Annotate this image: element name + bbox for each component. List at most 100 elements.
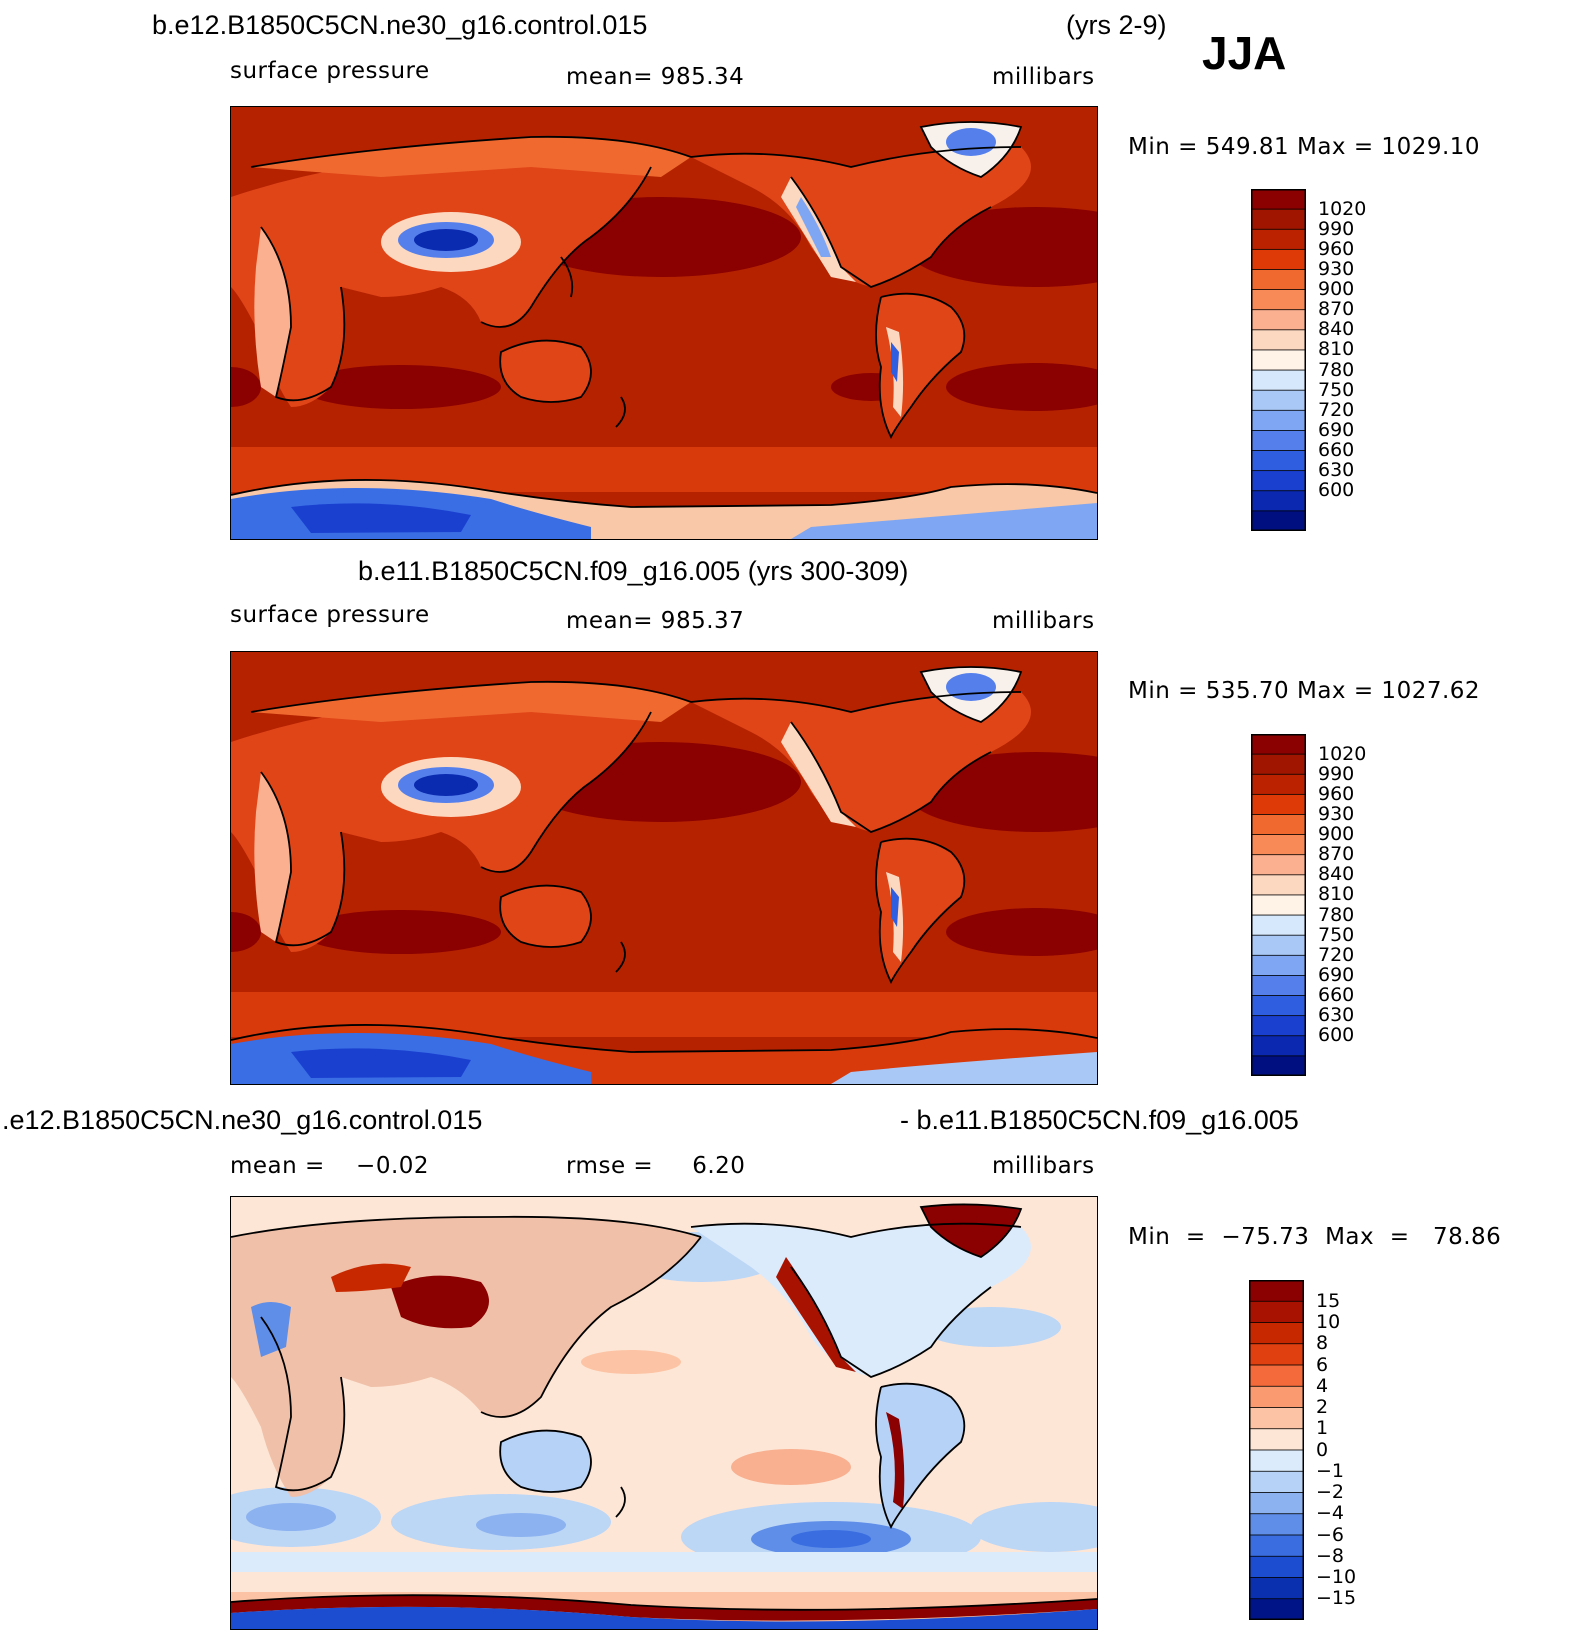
colorbar-swatch bbox=[1248, 1449, 1305, 1472]
colorbar-tick-label: 900 bbox=[1318, 823, 1355, 846]
colorbar-swatch bbox=[1250, 269, 1307, 291]
colorbar-swatch bbox=[1250, 490, 1307, 512]
colorbar-tick-label: 630 bbox=[1318, 1004, 1355, 1027]
panel3-mean-label: mean = −0.02 bbox=[230, 1153, 430, 1179]
colorbar-tick-label: 930 bbox=[1318, 802, 1355, 825]
colorbar-tick-label: 870 bbox=[1318, 298, 1355, 321]
colorbar-tick-label: 840 bbox=[1318, 318, 1355, 341]
colorbar-swatch bbox=[1250, 934, 1307, 956]
colorbar-tick-label: 10 bbox=[1316, 1311, 1341, 1333]
colorbar-swatch bbox=[1250, 733, 1307, 755]
panel1-units-label: millibars bbox=[992, 64, 1095, 90]
colorbar-tick-label: 720 bbox=[1318, 398, 1355, 421]
panel1-map bbox=[230, 106, 1098, 540]
colorbar-tick-label: 960 bbox=[1318, 782, 1355, 805]
colorbar-tick-label: 1 bbox=[1316, 1417, 1329, 1440]
colorbar-swatch bbox=[1250, 753, 1307, 775]
colorbar-tick-label: 690 bbox=[1318, 418, 1355, 441]
panel1-minmax: Min = 549.81 Max = 1029.10 bbox=[1128, 134, 1481, 160]
colorbar-tick-label: 660 bbox=[1318, 984, 1355, 1007]
panel2-colorbar bbox=[1250, 733, 1307, 1077]
colorbar-tick-label: −2 bbox=[1316, 1481, 1345, 1503]
colorbar-tick-label: 0 bbox=[1316, 1438, 1329, 1461]
colorbar-swatch bbox=[1250, 854, 1307, 876]
colorbar-tick-label: −6 bbox=[1316, 1523, 1345, 1546]
colorbar-swatch bbox=[1250, 430, 1307, 452]
colorbar-tick-label: 750 bbox=[1318, 378, 1355, 401]
colorbar-swatch bbox=[1250, 289, 1307, 311]
colorbar-swatch bbox=[1250, 975, 1307, 997]
colorbar-tick-label: −4 bbox=[1316, 1502, 1345, 1525]
colorbar-swatch bbox=[1250, 1035, 1307, 1057]
colorbar-swatch bbox=[1248, 1555, 1305, 1579]
colorbar-tick-label: 780 bbox=[1318, 358, 1355, 381]
colorbar-swatch bbox=[1250, 894, 1307, 916]
colorbar-swatch bbox=[1250, 914, 1307, 936]
colorbar-outline bbox=[1251, 189, 1306, 531]
colorbar-swatch bbox=[1250, 874, 1307, 896]
colorbar-swatch bbox=[1250, 369, 1307, 391]
panel2-units-label: millibars bbox=[992, 608, 1095, 634]
colorbar-tick-label: 960 bbox=[1318, 237, 1355, 260]
colorbar-tick-label: 990 bbox=[1318, 217, 1355, 240]
colorbar-outline bbox=[1251, 734, 1306, 1076]
colorbar-tick-label: 930 bbox=[1318, 257, 1355, 280]
colorbar-swatch bbox=[1248, 1470, 1305, 1494]
colorbar-swatch bbox=[1250, 329, 1307, 351]
colorbar-swatch bbox=[1248, 1385, 1305, 1409]
colorbar-tick-label: 870 bbox=[1318, 843, 1355, 866]
panel2-variable-label: surface pressure bbox=[230, 602, 430, 628]
colorbar-swatch bbox=[1250, 450, 1307, 472]
panel3-minmax: Min = −75.73 Max = 78.86 bbox=[1128, 1224, 1502, 1250]
colorbar-swatch bbox=[1250, 773, 1307, 796]
colorbar-swatch bbox=[1250, 228, 1307, 251]
colorbar-swatch bbox=[1248, 1279, 1305, 1302]
colorbar-swatch bbox=[1248, 1428, 1305, 1451]
colorbar-tick-label: −1 bbox=[1316, 1459, 1345, 1482]
panel3-colorbar bbox=[1248, 1279, 1305, 1621]
colorbar-tick-label: 6 bbox=[1316, 1353, 1329, 1376]
colorbar-swatch bbox=[1248, 1577, 1305, 1600]
colorbar-swatch bbox=[1250, 309, 1307, 331]
colorbar-swatch bbox=[1250, 793, 1307, 816]
colorbar-swatch bbox=[1250, 470, 1307, 492]
colorbar-tick-label: 4 bbox=[1316, 1374, 1329, 1397]
colorbar-tick-label: −15 bbox=[1316, 1587, 1357, 1610]
colorbar-outline bbox=[1249, 1280, 1304, 1620]
colorbar-tick-label: 840 bbox=[1318, 863, 1355, 886]
colorbar-swatch bbox=[1250, 349, 1307, 371]
colorbar-swatch bbox=[1250, 208, 1307, 230]
panel2-title: b.e11.B1850C5CN.f09_g16.005 (yrs 300-309… bbox=[358, 556, 909, 586]
colorbar-swatch bbox=[1250, 409, 1307, 432]
colorbar-tick-label: −8 bbox=[1316, 1544, 1345, 1567]
colorbar-swatch bbox=[1248, 1598, 1305, 1621]
colorbar-swatch bbox=[1248, 1534, 1305, 1557]
colorbar-tick-label: 720 bbox=[1318, 943, 1355, 966]
panel3-rmse-label: rmse = 6.20 bbox=[566, 1153, 746, 1179]
colorbar-tick-label: 600 bbox=[1318, 479, 1355, 502]
panel1-title: b.e12.B1850C5CN.ne30_g16.control.015 bbox=[152, 10, 648, 40]
panel3-units-label: millibars bbox=[992, 1153, 1095, 1179]
colorbar-tick-label: −10 bbox=[1316, 1566, 1357, 1588]
panel3-title-left: .e12.B1850C5CN.ne30_g16.control.015 bbox=[2, 1105, 483, 1135]
colorbar-swatch bbox=[1248, 1322, 1305, 1345]
colorbar-tick-label: 810 bbox=[1318, 883, 1355, 906]
colorbar-tick-label: 1020 bbox=[1318, 742, 1367, 765]
colorbar-swatch bbox=[1250, 248, 1307, 271]
colorbar-tick-label: 900 bbox=[1318, 278, 1355, 301]
colorbar-swatch bbox=[1250, 389, 1307, 411]
colorbar-tick-label: 1020 bbox=[1318, 197, 1367, 220]
colorbar-tick-label: 8 bbox=[1316, 1332, 1329, 1355]
colorbar-tick-label: 2 bbox=[1316, 1396, 1329, 1418]
colorbar-tick-label: 990 bbox=[1318, 762, 1355, 785]
colorbar-swatch bbox=[1248, 1300, 1305, 1324]
season-label: JJA bbox=[1202, 27, 1287, 79]
panel2-minmax: Min = 535.70 Max = 1027.62 bbox=[1128, 678, 1481, 704]
colorbar-tick-label: 780 bbox=[1318, 903, 1355, 926]
colorbar-swatch bbox=[1248, 1364, 1305, 1387]
colorbar-tick-label: 15 bbox=[1316, 1289, 1341, 1312]
colorbar-tick-label: 630 bbox=[1318, 459, 1355, 482]
colorbar-swatch bbox=[1248, 1343, 1305, 1366]
colorbar-swatch bbox=[1250, 995, 1307, 1017]
colorbar-swatch bbox=[1248, 1513, 1305, 1536]
